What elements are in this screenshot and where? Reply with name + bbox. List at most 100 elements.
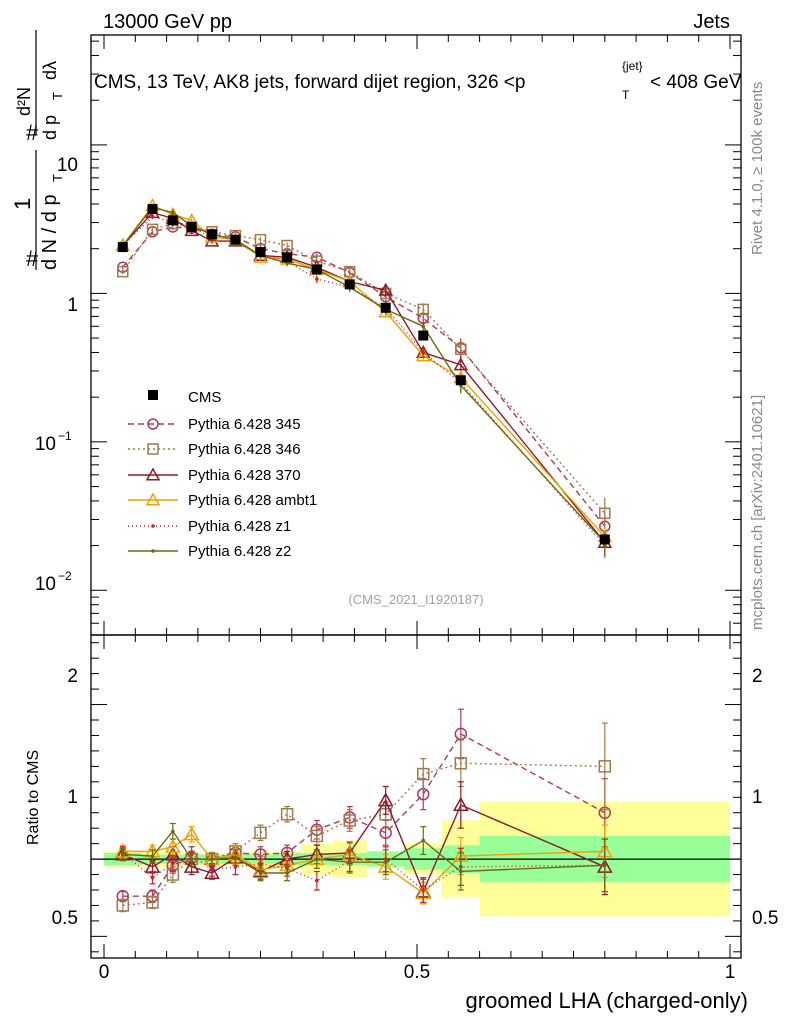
series-line <box>122 215 606 547</box>
y-tick-exponent: −1 <box>58 429 72 443</box>
y-tick-label: 10 <box>35 574 56 595</box>
cms-point <box>344 279 355 290</box>
ratio-point <box>417 767 430 781</box>
ratio-tick-label-right: 1 <box>752 787 763 808</box>
series-line <box>122 226 606 527</box>
ratio-point <box>233 855 238 860</box>
ratio-point <box>189 857 194 861</box>
ratio-point <box>150 875 155 880</box>
ylabel-dp-sub: T <box>50 92 65 100</box>
ratio-point <box>120 852 125 857</box>
x-tick-label: 1 <box>725 962 736 983</box>
data-point <box>150 214 155 219</box>
ratio-point <box>116 899 130 912</box>
title-main: CMS, 13 TeV, AK8 jets, forward dijet reg… <box>94 72 525 93</box>
legend-label-3: Pythia 6.428 ambt1 <box>188 492 317 509</box>
title-sup: {jet} <box>622 59 643 73</box>
ratio-tick-label-left: 1 <box>67 787 78 808</box>
y-tick-label: 10 <box>57 155 78 176</box>
ratio-point <box>150 854 155 858</box>
plot-title: CMS, 13 TeV, AK8 jets, forward dijet reg… <box>94 59 742 102</box>
x-tick-label: 0.5 <box>404 962 430 983</box>
cms-point <box>117 242 128 253</box>
y-tick-label: 1 <box>67 295 78 316</box>
ratio-point <box>347 860 352 864</box>
series-ratio-line <box>122 798 606 894</box>
ratio-point <box>183 858 200 873</box>
ratio-point <box>315 857 319 861</box>
data-point <box>415 348 431 362</box>
header-right: Jets <box>693 11 730 33</box>
data-point <box>378 282 393 296</box>
data-point <box>204 233 220 247</box>
xlabel: groomed LHA (charged-only) <box>466 988 748 1013</box>
ratio-point <box>171 829 175 834</box>
cms-point <box>230 234 241 245</box>
ratio-point <box>171 861 175 866</box>
legend-marker-1 <box>147 443 159 455</box>
ratio-point <box>421 838 426 843</box>
ratio-point <box>421 888 426 892</box>
ratio-panel <box>90 634 742 959</box>
ylabel-prefix: # <box>26 246 39 271</box>
ratio-tick-label-left: 0.5 <box>52 908 78 929</box>
ratio-ylabel: Ratio to CMS <box>25 750 42 845</box>
ratio-point <box>146 896 159 909</box>
y-tick-exponent: −2 <box>58 569 72 583</box>
ratio-point <box>254 826 267 840</box>
series-cms <box>117 204 610 545</box>
legend-label-5: Pythia 6.428 z2 <box>188 543 291 560</box>
data-point <box>599 507 611 520</box>
series-ratio-line <box>122 732 606 897</box>
data-point <box>117 265 129 278</box>
data-point <box>421 350 426 355</box>
data-point <box>421 324 426 329</box>
ratio-point <box>285 871 289 875</box>
ratio-tick-label-right: 2 <box>752 666 763 687</box>
ratio-point <box>598 760 612 773</box>
legend-label-1: Pythia 6.428 346 <box>188 441 301 458</box>
ratio-point <box>204 864 220 880</box>
ratio-point <box>454 727 468 741</box>
cms-point <box>311 264 322 275</box>
ylabel-dp: d p <box>40 115 60 140</box>
cms-point <box>455 375 466 386</box>
ratio-point <box>280 808 294 821</box>
series-main-1 <box>117 217 611 535</box>
ylabel-denom-sub: T <box>50 174 65 182</box>
ratio-point <box>452 796 469 812</box>
main-panel <box>90 34 742 958</box>
legend-marker-data <box>148 390 158 400</box>
series-ratio-5 <box>119 822 608 893</box>
ylabel-second-hash: # <box>26 120 39 145</box>
y-tick-labels: 10 −2 10 −1 1 10 <box>35 155 78 595</box>
ratio-point <box>210 868 214 872</box>
ratio-point <box>603 863 607 868</box>
x-tick-labels: 0 0.5 1 <box>99 962 736 983</box>
data-point <box>453 357 469 371</box>
cms-point <box>147 204 158 215</box>
data-point <box>315 277 319 281</box>
series-ratio-line <box>122 830 605 874</box>
header-left: 13000 GeV pp <box>103 11 232 33</box>
ylabel-denom: d N / d p <box>39 194 61 270</box>
series-line <box>122 206 606 543</box>
ratio-point <box>377 792 394 807</box>
ratio-point <box>315 878 319 883</box>
cms-point <box>282 252 293 263</box>
mcplots-label: mcplots.cern.ch [arXiv:2401.10621] <box>749 395 766 630</box>
legend-marker-2 <box>145 467 161 481</box>
series-ratio-line <box>122 852 605 891</box>
ratio-point <box>379 826 392 840</box>
cms-point <box>599 534 610 545</box>
legend-label-2: Pythia 6.428 370 <box>188 467 301 484</box>
ratio-point <box>210 857 214 861</box>
ratio-point <box>258 861 263 866</box>
cms-point <box>206 229 217 240</box>
ratio-point <box>343 814 356 827</box>
series-line <box>122 204 606 538</box>
data-point <box>146 223 159 236</box>
cms-point <box>380 302 391 313</box>
data-point <box>455 343 467 356</box>
rivet-label: Rivet 4.1.0, ≥ 100k events <box>749 82 766 255</box>
